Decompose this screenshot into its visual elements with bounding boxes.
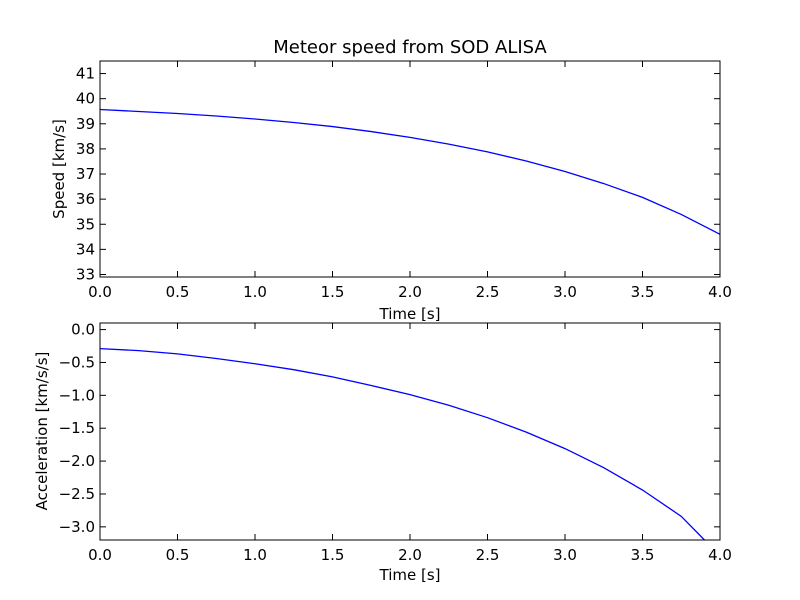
y-tick-label: −3.0 — [59, 518, 95, 536]
acceleration-series-line — [99, 348, 705, 541]
y-tick-label: 38 — [76, 140, 95, 158]
acceleration-ticks: 0.0 0.5 1.0 1.5 2.0 2.5 3.0 3.5 4.0 0.0 −0.5 −1.0 −1… — [59, 321, 732, 564]
x-tick-label: 1.0 — [243, 283, 267, 301]
x-tick-label: 2.0 — [398, 283, 422, 301]
y-tick-label: 0.0 — [71, 321, 95, 339]
chart-title: Meteor speed from SOD ALISA — [273, 37, 547, 58]
acceleration-plot-frame — [99, 322, 721, 541]
y-tick-label: −1.5 — [59, 419, 95, 437]
x-tick-label: 3.5 — [631, 546, 655, 564]
x-tick-label: 2.0 — [398, 546, 422, 564]
y-tick-label: 41 — [76, 65, 95, 83]
acceleration-chart: 0.0 0.5 1.0 1.5 2.0 2.5 3.0 3.5 4.0 0.0 −0.5 −1.0 −1… — [33, 321, 732, 584]
x-tick-label: 0.5 — [166, 546, 190, 564]
y-tick-label: 35 — [76, 215, 95, 233]
speed-series-line — [99, 108, 721, 235]
x-tick-label: 1.5 — [321, 546, 345, 564]
y-tick-label: 34 — [76, 240, 95, 258]
x-tick-label: 2.5 — [476, 546, 500, 564]
x-tick-label: 3.5 — [631, 283, 655, 301]
x-tick-label: 4.0 — [708, 283, 732, 301]
x-tick-label: 1.5 — [321, 283, 345, 301]
y-tick-label: 39 — [76, 115, 95, 133]
x-tick-label: 1.0 — [243, 546, 267, 564]
speed-plot-frame — [99, 60, 721, 278]
x-tick-label: 0.0 — [88, 546, 112, 564]
speed-chart: Meteor speed from SOD ALISA 0.0 0.5 1.0 1.5… — [50, 37, 732, 323]
y-tick-label: 40 — [76, 90, 95, 108]
x-tick-label: 0.5 — [166, 283, 190, 301]
x-tick-label: 2.5 — [476, 283, 500, 301]
acceleration-x-axis-label: Time [s] — [379, 566, 441, 584]
y-tick-label: 36 — [76, 190, 95, 208]
x-tick-label: 0.0 — [88, 283, 112, 301]
x-tick-label: 3.0 — [553, 546, 577, 564]
y-tick-label: 33 — [76, 265, 95, 283]
y-tick-label: 37 — [76, 165, 95, 183]
speed-ticks: 0.0 0.5 1.0 1.5 2.0 2.5 3.0 3.5 4.0 33 34 35 36 37 38 3… — [76, 61, 732, 301]
speed-x-axis-label: Time [s] — [379, 305, 441, 323]
speed-y-axis-label: Speed [km/s] — [50, 119, 68, 219]
x-tick-label: 3.0 — [553, 283, 577, 301]
y-tick-label: −2.5 — [59, 485, 95, 503]
x-tick-label: 4.0 — [708, 546, 732, 564]
y-tick-label: −0.5 — [59, 353, 95, 371]
y-tick-label: −1.0 — [59, 386, 95, 404]
acceleration-y-axis-label: Acceleration [km/s/s] — [33, 352, 51, 511]
y-tick-label: −2.0 — [59, 452, 95, 470]
